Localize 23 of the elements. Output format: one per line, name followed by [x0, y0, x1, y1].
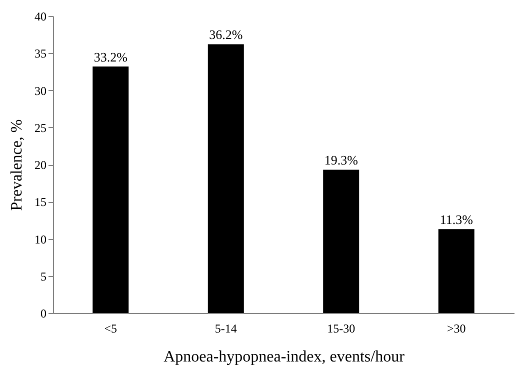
y-tick-label: 0 [40, 306, 46, 320]
data-label: 33.2% [94, 49, 128, 64]
data-label: 11.3% [440, 212, 474, 228]
y-axis-title: Prevalence, % [8, 119, 26, 211]
data-label: 36.2% [209, 27, 243, 42]
y-tick-label: 30 [34, 84, 46, 98]
y-tick-label: 5 [40, 269, 46, 284]
bar [323, 170, 360, 313]
x-tick-label: 5-14 [214, 322, 237, 336]
x-tick-label: >30 [446, 322, 466, 336]
y-tick-label: 15 [34, 195, 46, 210]
y-tick-label: 40 [34, 10, 46, 24]
y-tick-label: 35 [34, 46, 46, 61]
data-label: 19.3% [324, 152, 358, 168]
bar [208, 44, 244, 313]
y-tick-label: 25 [34, 120, 46, 135]
x-tick-label: 15-30 [327, 322, 356, 336]
y-tick-label: 20 [34, 158, 46, 172]
x-axis-title: Apnoea-hypopnea-index, events/hour [164, 348, 406, 366]
x-tick-label: <5 [104, 322, 118, 336]
bar [438, 229, 474, 313]
bar [92, 66, 129, 313]
y-tick-label: 10 [34, 232, 46, 246]
